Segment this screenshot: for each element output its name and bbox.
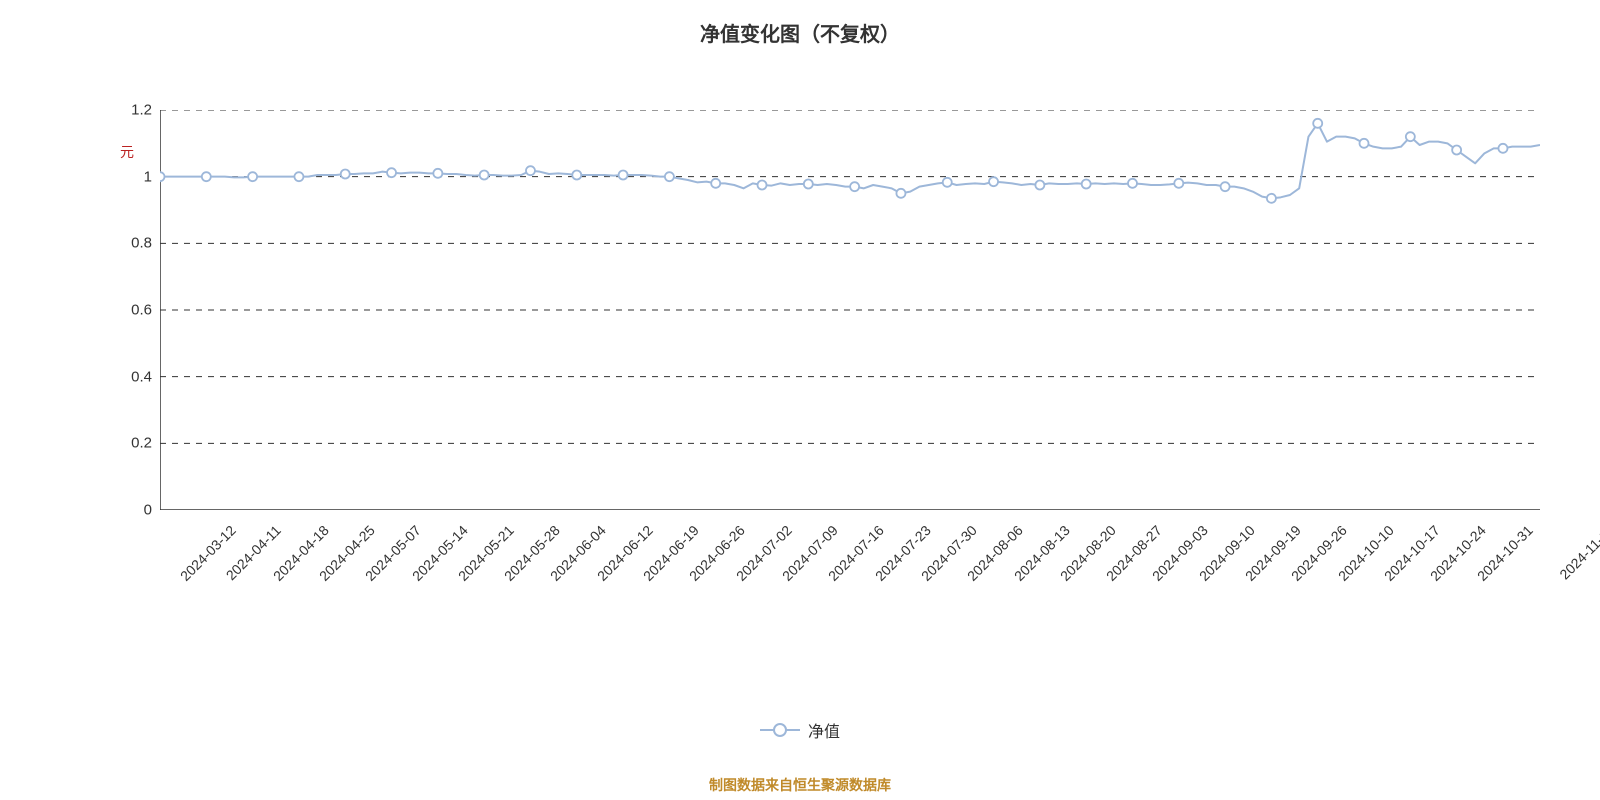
y-tick-label: 0.2 [112,435,152,452]
y-tick-label: 1 [112,168,152,185]
y-tick-label: 0.6 [112,302,152,319]
y-tick-label: 0 [112,502,152,519]
legend-label: 净值 [808,718,840,742]
footer-attribution: 制图数据来自恒生聚源数据库 [0,775,1600,795]
chart-svg [160,110,1540,510]
x-tick-label: 2024-11-11 [1556,522,1600,582]
y-tick-label: 0.8 [112,235,152,252]
chart-container: 净值变化图（不复权） 元 00.20.40.60.811.2 2024-03-1… [0,0,1600,800]
legend-marker-sample [773,723,787,737]
y-tick-label: 1.2 [112,102,152,119]
chart-title: 净值变化图（不复权） [0,18,1600,47]
y-axis-unit: 元 [120,142,134,162]
legend-line-sample [760,729,800,731]
legend: 净值 [0,718,1600,742]
y-tick-label: 0.4 [112,368,152,385]
plot-area [160,110,1540,510]
